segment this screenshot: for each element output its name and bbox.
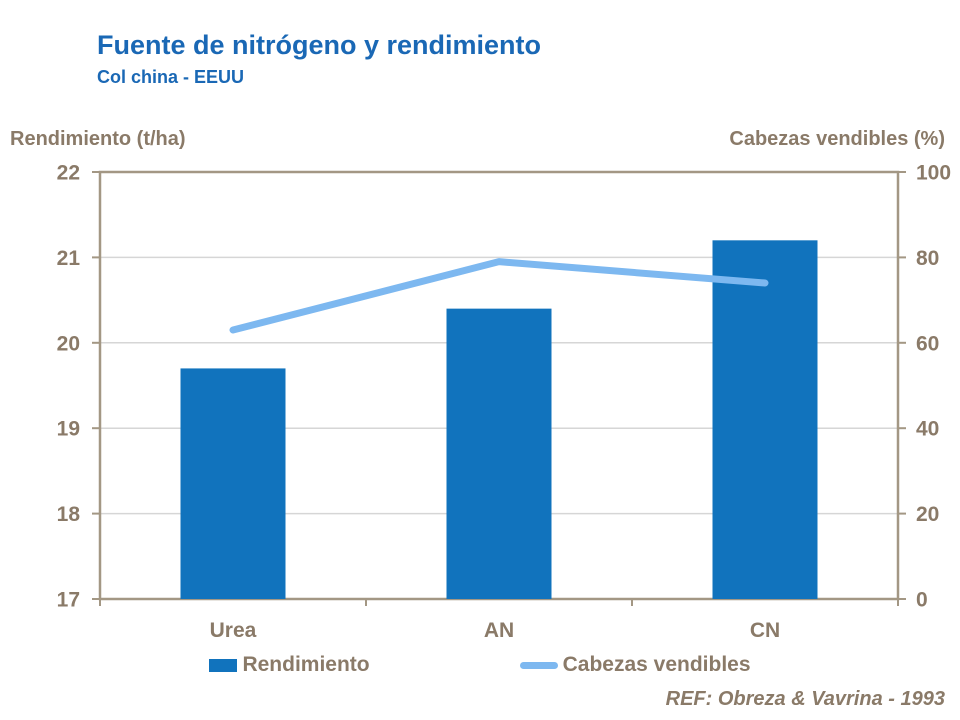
y-right-tick-label: 100 — [916, 162, 951, 185]
x-category-label: AN — [484, 619, 514, 642]
x-category-label: Urea — [210, 619, 257, 642]
y-right-tick-label: 40 — [916, 418, 939, 441]
y-left-tick-label: 21 — [57, 247, 81, 270]
y-right-tick-label: 80 — [916, 247, 939, 270]
legend-label-rendimiento: Rendimiento — [242, 653, 370, 676]
legend-item-rendimiento: Rendimiento — [209, 653, 370, 677]
line-series-swatch-icon — [519, 661, 558, 669]
legend-item-cabezas-vendibles: Cabezas vendibles — [519, 653, 751, 677]
bar-urea — [180, 368, 286, 599]
y-left-tick-label: 18 — [57, 503, 81, 526]
y-right-tick-label: 0 — [916, 589, 928, 612]
bar-cn — [712, 240, 818, 599]
right-axis-title: Cabezas vendibles (%) — [729, 128, 945, 150]
line-series — [229, 258, 769, 334]
y-left-tick-label: 19 — [57, 418, 80, 441]
bar-an — [446, 308, 552, 599]
y-right-tick-label: 60 — [916, 332, 939, 355]
left-axis-title: Rendimiento (t/ha) — [10, 128, 186, 150]
y-left-tick-label: 22 — [57, 162, 80, 185]
y-left-tick-label: 20 — [57, 332, 80, 355]
y-right-tick-label: 20 — [916, 503, 939, 526]
chart-title: Fuente de nitrógeno y rendimiento — [97, 30, 542, 60]
bar-series-swatch-icon — [209, 658, 238, 672]
chart-subtitle: Col china - EEUU — [97, 67, 245, 87]
legend-label-cabezas-vendibles: Cabezas vendibles — [562, 653, 751, 676]
x-category-label: CN — [750, 619, 780, 642]
reference-text: REF: Obreza & Vavrina - 1993 — [665, 688, 945, 710]
y-left-tick-label: 17 — [57, 589, 80, 612]
legend: Rendimiento Cabezas vendibles — [0, 653, 960, 677]
